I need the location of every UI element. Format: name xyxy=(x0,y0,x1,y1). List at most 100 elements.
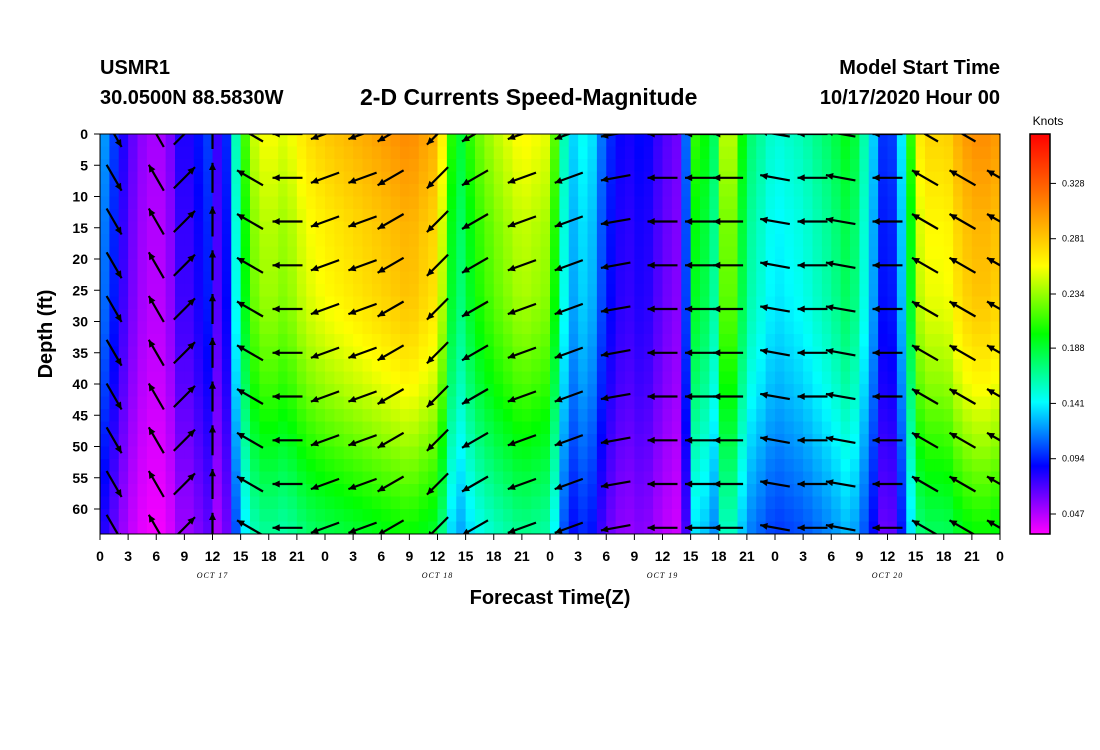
heatmap-cell xyxy=(859,309,870,323)
heatmap-cell xyxy=(756,409,767,423)
current-vector xyxy=(554,259,584,272)
heatmap-cell xyxy=(184,134,195,148)
heatmap-cell xyxy=(737,459,748,473)
heatmap-cell xyxy=(306,209,317,223)
heatmap-cell xyxy=(212,509,223,523)
current-vector xyxy=(911,256,939,274)
heatmap-cell xyxy=(578,346,589,360)
heatmap-cell xyxy=(587,221,598,235)
heatmap-cell xyxy=(831,471,842,485)
heatmap-cell xyxy=(109,484,120,498)
heatmap-cell xyxy=(128,159,139,173)
heatmap-cell xyxy=(193,371,204,385)
heatmap-cell xyxy=(718,234,729,248)
heatmap-cell xyxy=(503,496,514,510)
heatmap-cell xyxy=(175,346,185,360)
heatmap-cell xyxy=(737,396,748,410)
heatmap-cell xyxy=(428,246,439,260)
heatmap-cell xyxy=(446,259,457,273)
heatmap-cell xyxy=(634,471,645,485)
heatmap-cell xyxy=(381,346,392,360)
heatmap-cell xyxy=(859,471,870,485)
heatmap-cell xyxy=(821,221,832,235)
heatmap-cell xyxy=(418,284,429,298)
heatmap-cell xyxy=(868,196,879,210)
heatmap-cell xyxy=(381,496,392,510)
heatmap-cell xyxy=(203,421,214,435)
heatmap-cell xyxy=(456,296,467,310)
heatmap-cell xyxy=(175,484,185,498)
heatmap-cell xyxy=(850,134,860,148)
heatmap-cell xyxy=(231,446,242,460)
heatmap-cell xyxy=(446,171,457,185)
heatmap-cell xyxy=(418,184,429,198)
heatmap-cell xyxy=(746,321,757,335)
heatmap-cell xyxy=(812,384,823,398)
heatmap-cell xyxy=(990,446,1000,460)
current-vector xyxy=(760,348,790,357)
heatmap-cell xyxy=(990,346,1000,360)
heatmap-cell xyxy=(165,246,176,260)
heatmap-cell xyxy=(409,159,420,173)
heatmap-cell xyxy=(240,459,251,473)
heatmap-cell xyxy=(465,209,476,223)
heatmap-cell xyxy=(746,171,757,185)
heatmap-cell xyxy=(128,409,139,423)
heatmap-cell xyxy=(962,446,973,460)
heatmap-cell xyxy=(362,146,373,160)
heatmap-cell xyxy=(371,359,382,373)
heatmap-cell xyxy=(493,271,504,285)
heatmap-cell xyxy=(606,296,617,310)
heatmap-cell xyxy=(475,296,485,310)
heatmap-cell xyxy=(681,159,692,173)
current-vector xyxy=(986,256,1000,267)
heatmap-cell xyxy=(587,146,598,160)
heatmap-cell xyxy=(296,196,307,210)
heatmap-cell xyxy=(606,446,617,460)
heatmap-cell xyxy=(859,221,870,235)
heatmap-cell xyxy=(690,471,701,485)
heatmap-cell xyxy=(775,321,785,335)
heatmap-cell xyxy=(146,509,157,523)
heatmap-cell xyxy=(531,134,542,148)
heatmap-cell xyxy=(212,296,223,310)
heatmap-cell xyxy=(503,484,514,498)
heatmap-cell xyxy=(971,496,982,510)
heatmap-cell xyxy=(203,159,214,173)
heatmap-cell xyxy=(428,509,439,523)
heatmap-cell xyxy=(981,259,992,273)
heatmap-cell xyxy=(559,171,570,185)
current-vector xyxy=(825,391,856,401)
heatmap-cell xyxy=(512,171,523,185)
heatmap-cell xyxy=(446,234,457,248)
heatmap-cell xyxy=(850,346,860,360)
heatmap-cell xyxy=(475,496,485,510)
heatmap-cell xyxy=(793,384,804,398)
heatmap-cell xyxy=(428,446,439,460)
heatmap-cell xyxy=(100,296,110,310)
heatmap-cell xyxy=(878,296,889,310)
heatmap-cell xyxy=(456,521,467,534)
heatmap-cell xyxy=(690,484,701,498)
heatmap-cell xyxy=(137,396,148,410)
heatmap-cell xyxy=(343,421,354,435)
heatmap-cell xyxy=(400,309,410,323)
current-vector xyxy=(600,134,622,139)
heatmap-cell xyxy=(831,146,842,160)
heatmap-cell xyxy=(306,221,317,235)
heatmap-cell xyxy=(315,209,326,223)
heatmap-cell xyxy=(896,234,907,248)
heatmap-cell xyxy=(437,171,448,185)
heatmap-cell xyxy=(690,221,701,235)
heatmap-cell xyxy=(803,334,814,348)
heatmap-cell xyxy=(812,221,823,235)
heatmap-cell xyxy=(981,309,992,323)
heatmap-cell xyxy=(343,384,354,398)
heatmap-cell xyxy=(943,184,954,198)
heatmap-cell xyxy=(315,334,326,348)
heatmap-cell xyxy=(709,234,720,248)
heatmap-cell xyxy=(437,309,448,323)
heatmap-cell xyxy=(559,484,570,498)
heatmap-cell xyxy=(118,471,129,485)
heatmap-cell xyxy=(887,246,898,260)
